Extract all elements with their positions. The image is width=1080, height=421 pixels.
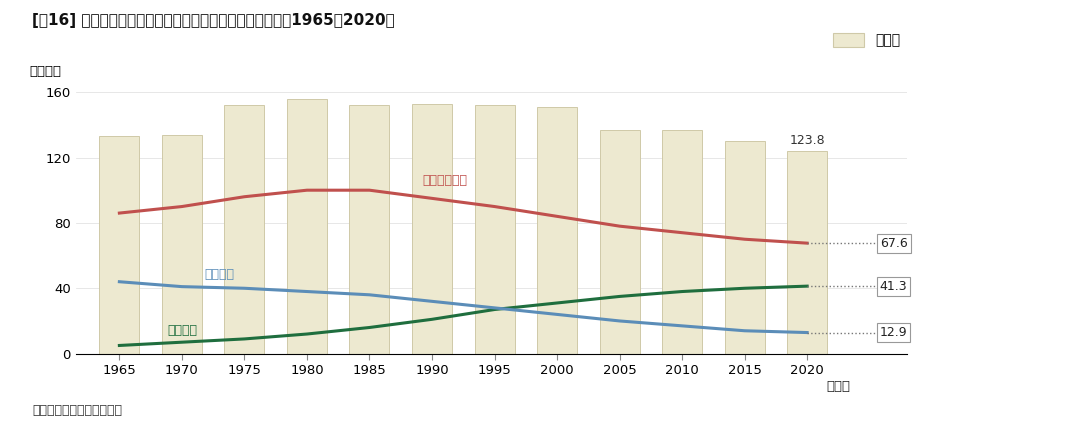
Bar (350, 105, 390, 354)
Bar (662, 130, 702, 354)
Text: 41.3: 41.3 (880, 280, 907, 293)
Legend: 総人口: 総人口 (834, 33, 901, 48)
Bar (287, 99, 327, 354)
Bar (225, 105, 265, 354)
Text: 12.9: 12.9 (880, 326, 907, 339)
Text: 123.8: 123.8 (789, 134, 825, 147)
Bar (725, 141, 765, 354)
Text: [図16] 青森県の総人口の推移・年齢別三区分人口の推計：1965〜2020年: [図16] 青森県の総人口の推移・年齢別三区分人口の推計：1965〜2020年 (32, 13, 395, 28)
Text: 資料：総務省「国勢調査」: 資料：総務省「国勢調査」 (32, 404, 122, 417)
Bar (537, 107, 577, 354)
Bar (599, 130, 639, 354)
Bar (787, 151, 827, 354)
Text: 67.6: 67.6 (880, 237, 907, 250)
Bar (162, 135, 202, 354)
Bar (99, 136, 139, 354)
Text: 年少人口: 年少人口 (204, 268, 234, 281)
Text: （万人）: （万人） (30, 65, 62, 77)
Text: （年）: （年） (826, 380, 850, 393)
Text: 老年人口: 老年人口 (167, 324, 197, 337)
Bar (474, 105, 514, 354)
Bar (411, 104, 453, 354)
Text: 生産年齢人口: 生産年齢人口 (422, 174, 467, 187)
